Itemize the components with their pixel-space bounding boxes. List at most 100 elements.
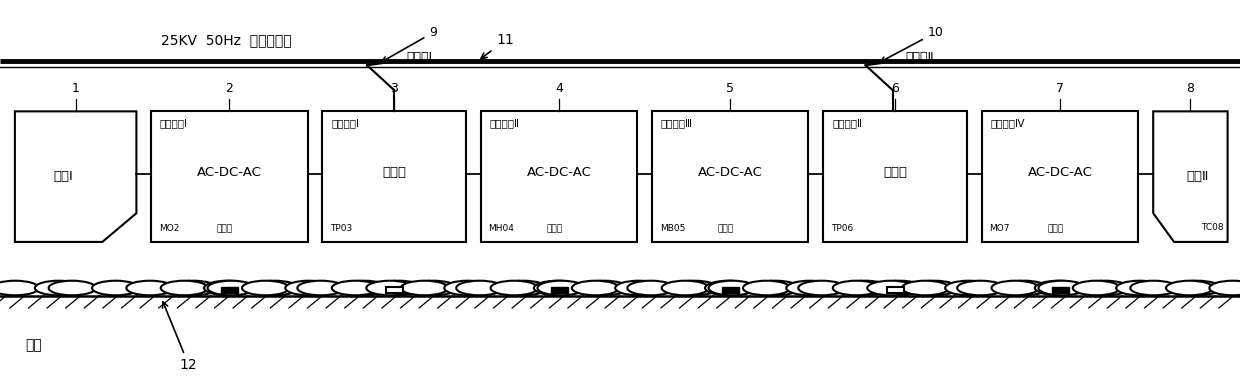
Circle shape: [1209, 281, 1240, 295]
Text: 变压器: 变压器: [883, 166, 908, 179]
Bar: [322, 111, 466, 242]
Bar: [982, 111, 1138, 242]
Text: 变流器: 变流器: [217, 225, 233, 233]
Circle shape: [456, 281, 503, 295]
Bar: [652, 111, 808, 242]
Bar: [551, 287, 568, 293]
Circle shape: [0, 281, 38, 295]
Circle shape: [901, 281, 949, 295]
Text: 车头Ⅰ: 车头Ⅰ: [53, 170, 73, 183]
Text: MO2: MO2: [159, 225, 179, 233]
Circle shape: [126, 281, 174, 295]
Bar: [386, 287, 403, 293]
Text: 12: 12: [162, 302, 197, 372]
Text: 变流器: 变流器: [547, 225, 563, 233]
Circle shape: [298, 281, 345, 295]
Circle shape: [706, 281, 753, 295]
Bar: [481, 111, 637, 242]
Circle shape: [799, 281, 846, 295]
Circle shape: [401, 281, 448, 295]
Text: MH04: MH04: [489, 225, 515, 233]
Bar: [823, 111, 967, 242]
Circle shape: [1131, 281, 1178, 295]
Circle shape: [662, 281, 709, 295]
Text: 驱动车厢Ⅱ: 驱动车厢Ⅱ: [832, 118, 862, 128]
Text: MB05: MB05: [660, 225, 684, 233]
Text: 牵引车厢Ⅲ: 牵引车厢Ⅲ: [661, 118, 693, 128]
Text: 驱动车厢Ⅰ: 驱动车厢Ⅰ: [331, 118, 360, 128]
Circle shape: [161, 281, 208, 295]
Text: 25KV  50Hz  电力接触网: 25KV 50Hz 电力接触网: [161, 33, 291, 47]
Circle shape: [366, 281, 413, 295]
Text: 牵引车厢Ⅰ: 牵引车厢Ⅰ: [160, 118, 188, 128]
Polygon shape: [15, 111, 136, 242]
Text: 6: 6: [892, 82, 899, 95]
Text: 受电弓Ⅰ: 受电弓Ⅰ: [407, 51, 433, 64]
Circle shape: [92, 281, 139, 295]
Circle shape: [580, 281, 627, 295]
Circle shape: [743, 281, 790, 295]
Text: AC-DC-AC: AC-DC-AC: [197, 166, 262, 179]
Circle shape: [751, 281, 799, 295]
Bar: [151, 111, 308, 242]
Text: AC-DC-AC: AC-DC-AC: [1028, 166, 1092, 179]
Text: 11: 11: [481, 33, 513, 59]
Circle shape: [341, 281, 388, 295]
Text: 1: 1: [72, 82, 79, 95]
Circle shape: [1173, 281, 1220, 295]
Circle shape: [48, 281, 95, 295]
Text: 变流器: 变流器: [718, 225, 734, 233]
Circle shape: [1001, 281, 1048, 295]
Circle shape: [1035, 281, 1083, 295]
Text: 车头Ⅱ: 车头Ⅱ: [1187, 170, 1209, 183]
Circle shape: [992, 281, 1039, 295]
Circle shape: [285, 281, 332, 295]
Circle shape: [170, 281, 217, 295]
Text: 变流器: 变流器: [1048, 225, 1064, 233]
Circle shape: [833, 281, 880, 295]
Circle shape: [207, 281, 254, 295]
Bar: [887, 287, 904, 293]
Circle shape: [627, 281, 675, 295]
Text: 变压器: 变压器: [382, 166, 407, 179]
Bar: [221, 287, 238, 293]
Bar: [722, 287, 739, 293]
Circle shape: [1116, 281, 1163, 295]
Circle shape: [35, 281, 82, 295]
Circle shape: [500, 281, 547, 295]
Text: TP06: TP06: [831, 225, 853, 233]
Circle shape: [534, 281, 582, 295]
Polygon shape: [1153, 111, 1228, 242]
Text: 牵引车厢Ⅱ: 牵引车厢Ⅱ: [490, 118, 520, 128]
Circle shape: [409, 281, 456, 295]
Text: TC08: TC08: [1202, 223, 1224, 232]
Text: AC-DC-AC: AC-DC-AC: [698, 166, 763, 179]
Circle shape: [615, 281, 662, 295]
Text: 9: 9: [382, 26, 436, 62]
Circle shape: [491, 281, 538, 295]
Circle shape: [572, 281, 619, 295]
Text: 10: 10: [880, 26, 944, 62]
Circle shape: [957, 281, 1004, 295]
Circle shape: [1081, 281, 1128, 295]
Circle shape: [910, 281, 957, 295]
Circle shape: [1166, 281, 1213, 295]
Circle shape: [708, 281, 755, 295]
Circle shape: [1073, 281, 1120, 295]
Text: 3: 3: [391, 82, 398, 95]
Bar: [1052, 287, 1069, 293]
Circle shape: [376, 281, 423, 295]
Text: 轨道: 轨道: [25, 339, 42, 353]
Text: 8: 8: [1187, 82, 1194, 95]
Circle shape: [671, 281, 718, 295]
Circle shape: [537, 281, 584, 295]
Circle shape: [842, 281, 889, 295]
Circle shape: [1038, 281, 1085, 295]
Circle shape: [945, 281, 992, 295]
Circle shape: [444, 281, 491, 295]
Circle shape: [877, 281, 924, 295]
Text: 4: 4: [556, 82, 563, 95]
Text: AC-DC-AC: AC-DC-AC: [527, 166, 591, 179]
Text: 受电弓Ⅱ: 受电弓Ⅱ: [905, 51, 934, 64]
Circle shape: [250, 281, 298, 295]
